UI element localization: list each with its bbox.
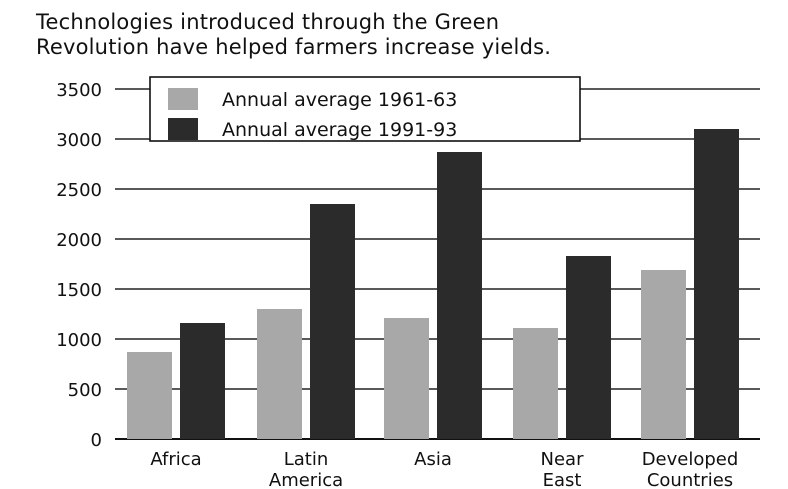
- bar-light: [513, 328, 558, 439]
- legend-label: Annual average 1991-93: [222, 119, 457, 141]
- y-tick-label: 3500: [56, 80, 102, 101]
- y-tick-label: 1000: [56, 330, 102, 351]
- x-tick-label: Asia: [414, 449, 452, 470]
- x-tick-label: Countries: [647, 470, 733, 489]
- bar-light: [257, 309, 302, 439]
- bar-dark: [180, 323, 225, 439]
- x-tick-label: East: [543, 470, 582, 489]
- bar-dark: [310, 204, 355, 439]
- legend-swatch: [168, 118, 198, 140]
- y-tick-label: 1500: [56, 280, 102, 301]
- bar-dark: [566, 256, 611, 439]
- chart-title: Technologies introduced through the Gree…: [36, 10, 776, 60]
- bar-light: [384, 318, 429, 439]
- bar-light: [641, 270, 686, 439]
- y-tick-label: 0: [91, 430, 102, 451]
- x-tick-label: Developed: [642, 449, 739, 470]
- x-tick-label: Africa: [150, 449, 201, 470]
- bar-light: [127, 352, 172, 439]
- chart-title-line-1: Technologies introduced through the Gree…: [36, 10, 500, 34]
- y-tick-label: 2000: [56, 230, 102, 251]
- legend-swatch: [168, 88, 198, 110]
- x-tick-label: Near: [541, 449, 585, 470]
- y-tick-label: 2500: [56, 180, 102, 201]
- y-tick-label: 3000: [56, 130, 102, 151]
- legend-label: Annual average 1961-63: [222, 89, 457, 111]
- chart-title-line-2: Revolution have helped farmers increase …: [36, 35, 552, 59]
- x-tick-label: America: [269, 470, 343, 489]
- y-tick-label: 500: [68, 380, 102, 401]
- x-tick-label: Latin: [284, 449, 329, 470]
- bar-dark: [694, 129, 739, 439]
- legend-box: [149, 76, 581, 142]
- bar-dark: [437, 152, 482, 439]
